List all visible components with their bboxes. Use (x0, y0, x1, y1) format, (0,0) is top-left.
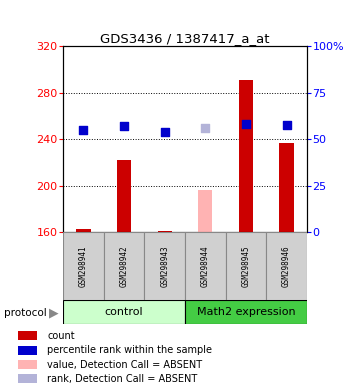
Text: protocol: protocol (4, 308, 46, 318)
Text: GSM298945: GSM298945 (242, 245, 251, 287)
Text: GSM298943: GSM298943 (160, 245, 169, 287)
Bar (185, 232, 226, 300)
Bar (63, 232, 104, 300)
Bar (18, 331, 37, 340)
Bar (117, 160, 131, 232)
Text: percentile rank within the sample: percentile rank within the sample (47, 346, 212, 356)
Text: value, Detection Call = ABSENT: value, Detection Call = ABSENT (47, 360, 203, 370)
Text: rank, Detection Call = ABSENT: rank, Detection Call = ABSENT (47, 374, 197, 384)
Text: GSM298941: GSM298941 (79, 245, 88, 287)
Bar (77, 229, 91, 232)
Bar (198, 190, 212, 232)
Point (81, 127, 86, 133)
Text: GSM298944: GSM298944 (201, 245, 210, 287)
Bar (63, 300, 185, 324)
Text: count: count (47, 331, 75, 341)
Point (162, 129, 168, 135)
Title: GDS3436 / 1387417_a_at: GDS3436 / 1387417_a_at (100, 32, 270, 45)
Bar (144, 232, 185, 300)
Point (243, 121, 249, 127)
Text: GSM298942: GSM298942 (119, 245, 129, 287)
Bar (279, 143, 293, 232)
Text: control: control (105, 307, 143, 317)
Bar (185, 300, 307, 324)
Point (284, 122, 290, 128)
Bar (18, 374, 37, 384)
Bar (239, 80, 253, 232)
Point (203, 124, 208, 131)
Bar (18, 360, 37, 369)
Bar (266, 232, 307, 300)
Bar (18, 346, 37, 355)
Bar (158, 231, 172, 232)
Text: GSM298946: GSM298946 (282, 245, 291, 287)
Bar (104, 232, 144, 300)
Text: Math2 expression: Math2 expression (197, 307, 295, 317)
Point (121, 123, 127, 129)
Text: ▶: ▶ (49, 306, 58, 319)
Bar (226, 232, 266, 300)
